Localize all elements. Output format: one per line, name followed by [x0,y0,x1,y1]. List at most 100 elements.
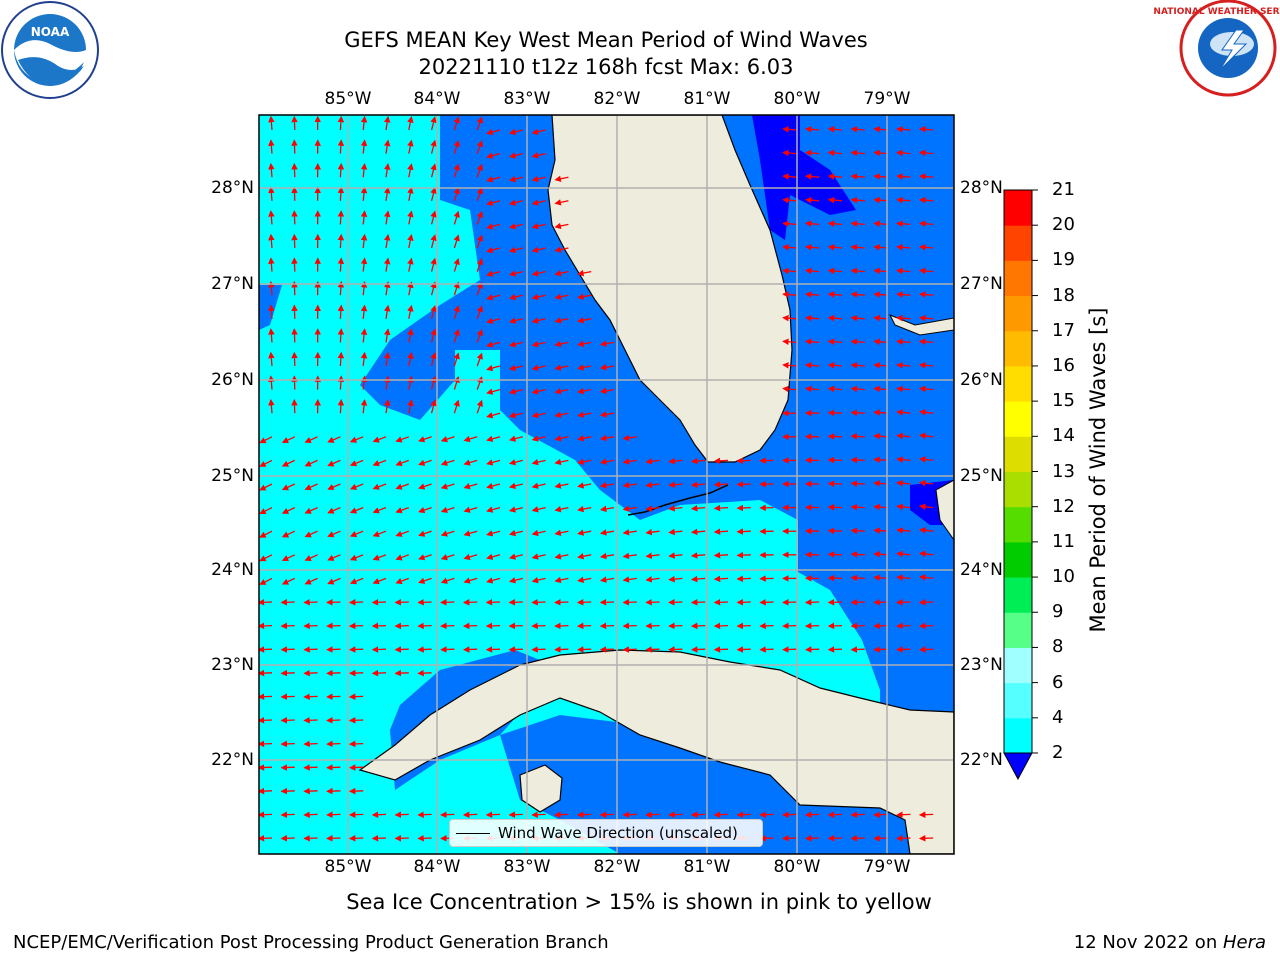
wind-wave-arrow [383,399,391,414]
colorbar-tick-label: 12 [1052,495,1075,517]
wind-wave-arrow [918,291,934,298]
colorbar-segment [1004,365,1032,402]
wind-wave-arrow [430,234,437,249]
wind-wave-arrow [782,362,797,369]
wind-wave-arrow [531,222,546,230]
wind-wave-arrow [918,599,934,606]
wind-wave-arrow [476,163,483,178]
wind-wave-arrow [337,186,345,201]
wind-wave-arrow [394,669,409,677]
wind-wave-arrow [486,459,501,466]
wind-wave-arrow [554,222,569,230]
wind-wave-arrow [303,717,318,724]
chart-title-line1: GEFS MEAN Key West Mean Period of Wind W… [344,28,868,52]
lon-tick-top: 82°W [593,89,641,109]
wind-wave-arrow [349,554,364,561]
wind-wave-arrow [508,246,523,254]
wind-wave-arrow [360,328,368,343]
isla-de-la-juventud [519,764,563,813]
wind-wave-arrow [690,552,706,559]
wind-wave-arrow [827,574,843,582]
wind-wave-arrow [304,483,318,491]
footer-machine: Hera [1222,932,1266,953]
wind-wave-arrow [850,503,865,511]
wind-wave-arrow [736,551,751,559]
wind-wave-arrow [372,554,387,561]
wind-wave-arrow [417,646,432,653]
wind-wave-arrow [259,835,273,842]
colorbar-segment [1004,225,1032,261]
wind-wave-arrow [645,622,660,630]
wind-wave-arrow [291,304,298,319]
wind-wave-arrow [850,291,865,298]
wind-wave-arrow [713,457,729,465]
lon-tick-bottom: 79°W [863,857,911,877]
wind-wave-arrow [259,787,273,795]
wind-wave-arrow [896,362,911,369]
wind-wave-arrow [919,550,934,558]
chart-title-line2: 20221110 t12z 168h fcst Max: 6.03 [418,55,794,79]
wind-wave-arrow [304,577,318,585]
wind-wave-arrow [873,432,888,440]
wind-wave-arrow [531,506,546,513]
wind-wave-arrow [850,220,865,227]
wind-wave-arrow [508,364,523,372]
wind-wave-arrow [622,458,637,465]
wind-wave-arrow [690,622,706,630]
wind-wave-arrow [850,456,865,464]
plot-frame [258,114,955,855]
wind-wave-arrow [407,257,414,272]
wind-wave-arrow [508,293,523,301]
wind-wave-arrow [804,291,820,298]
wind-wave-arrow [804,385,820,393]
wind-wave-arrow [453,163,460,178]
wind-wave-arrow [476,258,483,272]
wind-wave-arrow [303,622,318,630]
colorbar-tick-label: 16 [1052,354,1075,376]
wind-wave-arrow [476,140,483,154]
wind-wave-arrow [554,482,569,489]
wind-wave-arrow [531,246,546,253]
wind-wave-arrow [576,622,592,630]
wind-wave-arrow [268,398,275,414]
wind-wave-arrow [576,811,592,818]
wind-wave-arrow [918,244,934,251]
wind-wave-arrow [850,314,865,322]
wind-wave-arrow [407,399,414,414]
wind-wave-arrow [453,187,460,201]
lon-tick-bottom: 80°W [773,857,821,877]
wind-wave-arrow [827,149,843,157]
lon-tick-bottom: 82°W [593,857,641,877]
wind-wave-arrow [690,646,706,653]
wind-wave-arrow [622,576,637,583]
wind-wave-arrow [577,269,592,277]
colorbar-tick-label: 4 [1052,706,1064,728]
wind-wave-arrow [418,506,432,514]
wind-wave-arrow [736,481,751,488]
wind-wave-arrow [690,599,706,606]
wind-wave-arrow [850,433,865,440]
wind-wave-arrow [736,504,751,512]
wind-wave-arrow [348,622,364,630]
wind-wave-arrow [782,173,797,180]
wind-wave-arrow [486,270,501,277]
wind-wave-arrow [360,186,368,201]
wind-wave-arrow [430,304,437,319]
wind-wave-arrow [395,577,410,585]
wind-wave-arrow [850,196,865,204]
colorbar-tick-label: 20 [1052,214,1075,236]
wind-wave-arrow [577,482,592,489]
wind-wave-arrow [360,304,368,319]
wind-wave-arrow [804,811,820,818]
wind-wave-arrow [453,234,460,249]
wind-wave-arrow [476,116,483,131]
wind-wave-arrow [486,246,501,254]
wind-wave-arrow [919,527,934,534]
wind-wave-arrow [360,351,368,367]
wind-wave-arrow [337,328,345,343]
lon-tick-top: 84°W [413,89,461,109]
wind-wave-arrow [554,458,569,466]
wind-wave-arrow [554,553,569,560]
wind-wave-arrow [291,115,298,131]
footer-date-text: 12 Nov 2022 on [1073,932,1223,953]
